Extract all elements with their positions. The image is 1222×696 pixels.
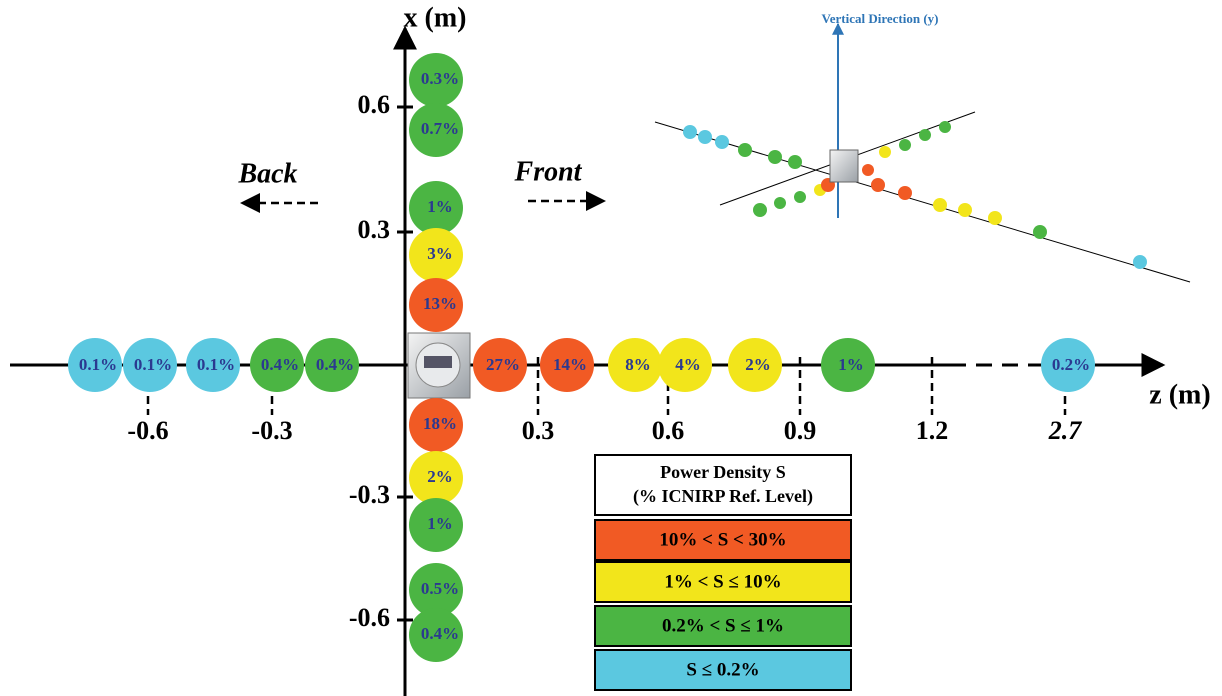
inset-3d: Vertical Direction (y) [654,11,1191,283]
measurement-point [409,563,463,617]
z-tick-label: 0.9 [784,416,817,445]
measurement-point [608,338,662,392]
point-label: 1% [838,355,864,374]
measurement-point [409,451,463,505]
legend-label: 1% < S ≤ 10% [664,571,781,592]
back-label: Back [237,158,297,189]
legend-title-box [594,454,852,516]
point-label: 0.4% [261,355,299,374]
point-label: 13% [423,294,457,313]
x-tick-label: -0.6 [349,603,390,632]
legend-swatch [594,519,852,561]
z-tick-label: 1.2 [916,416,949,445]
point-label: 18% [423,414,457,433]
point-label: 0.1% [134,355,172,374]
point-label: 0.5% [421,579,459,598]
z-tick-label: 0.3 [522,416,555,445]
legend-swatch [594,649,852,691]
measurement-point [409,398,463,452]
legend: Power Density S (% ICNIRP Ref. Level) [594,454,852,516]
measurement-point [658,338,712,392]
z-axis-label: z (m) [1149,379,1210,410]
point-label: 0.7% [421,119,459,138]
measurement-point [728,338,782,392]
point-label: 4% [675,355,701,374]
front-label: Front [514,156,583,187]
x-tick-label: 0.6 [358,90,391,119]
inset-meter [829,149,859,183]
measurement-point [821,338,875,392]
point-label: 0.3% [421,69,459,88]
measurement-point [305,338,359,392]
point-label: 0.4% [421,624,459,643]
legend-title: Power Density S [660,462,786,482]
x-tick-label: 0.3 [358,215,391,244]
measurement-point [186,338,240,392]
z-tick-label: -0.6 [127,416,168,445]
legend-swatch [594,605,852,647]
point-label: 0.1% [79,355,117,374]
measurement-point [540,338,594,392]
measurement-point [409,608,463,662]
measurement-point [409,278,463,332]
legend-label: 10% < S < 30% [659,529,786,550]
smart-meter [407,332,471,399]
point-label: 14% [553,355,587,374]
measurement-point [1041,338,1095,392]
measurement-point [409,103,463,157]
x-axis-label: x (m) [404,2,467,33]
measurement-point [409,498,463,552]
measurement-point [250,338,304,392]
point-label: 2% [745,355,771,374]
z-tick-label: 2.7 [1048,416,1083,445]
point-label: 8% [625,355,651,374]
point-label: 0.4% [316,355,354,374]
legend-label: S ≤ 0.2% [686,659,759,680]
inset-title: Vertical Direction (y) [822,11,939,26]
measurement-point [68,338,122,392]
point-label: 2% [427,467,453,486]
measurement-point [473,338,527,392]
point-label: 0.2% [1052,355,1090,374]
legend-label: 0.2% < S ≤ 1% [662,615,784,636]
point-label: 1% [427,514,453,533]
z-tick-label: 0.6 [652,416,685,445]
measurement-point [409,228,463,282]
x-tick-label: -0.3 [349,480,390,509]
z-tick-label: -0.3 [251,416,292,445]
measurement-point [409,53,463,107]
measurement-point [123,338,177,392]
inset-z-axis [654,121,1191,283]
point-label: 0.1% [197,355,235,374]
measurement-point [409,181,463,235]
legend-swatch [594,561,852,603]
point-label: 1% [427,197,453,216]
point-label: 27% [486,355,520,374]
point-label: 3% [427,244,453,263]
legend-title: (% ICNIRP Ref. Level) [633,486,813,507]
